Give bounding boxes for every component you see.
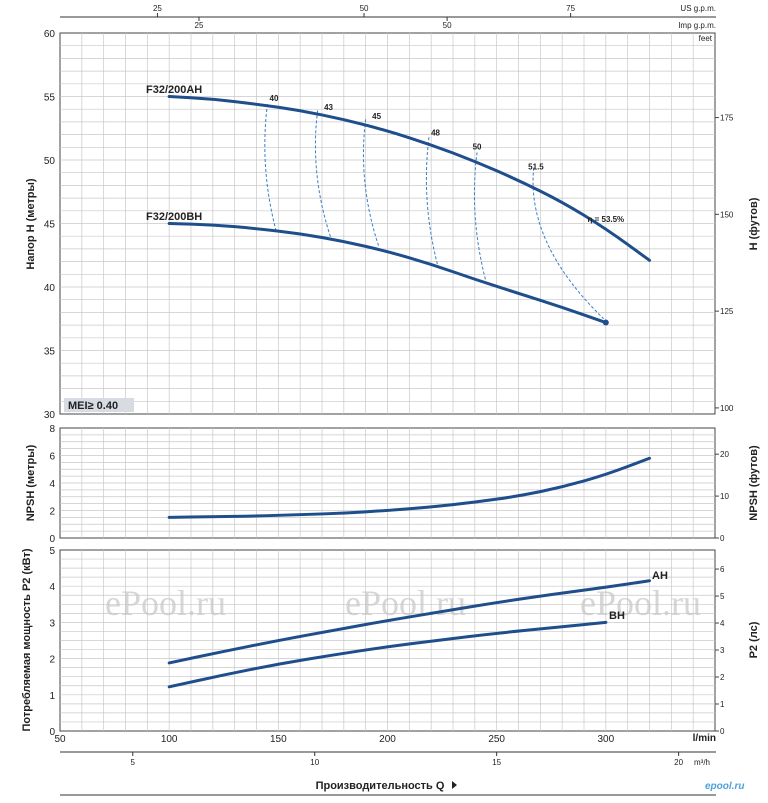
power-y2label: P2 (лс) — [748, 621, 760, 658]
m3h-tick-label: 15 — [492, 758, 501, 767]
mei-badge — [64, 398, 134, 412]
power-hp-tick-label: 5 — [720, 592, 725, 601]
head-feet-tick-label: 175 — [720, 114, 734, 123]
npsh-feet-tick-label: 0 — [720, 534, 725, 543]
power-grid — [60, 550, 715, 731]
efficiency-label: 48 — [431, 128, 440, 137]
efficiency-label: 51.5 — [528, 163, 544, 172]
npsh-tick-label: 2 — [49, 507, 55, 518]
power-hp-tick-label: 2 — [720, 673, 725, 682]
power-curve-ah — [167, 579, 651, 665]
npsh-tick-label: 4 — [49, 479, 55, 490]
head-tick-label: 40 — [44, 283, 56, 294]
power-tick-label: 2 — [49, 655, 55, 666]
us-gpm-unit: US g.p.m. — [680, 4, 716, 13]
power-hp-tick-label: 6 — [720, 565, 725, 574]
x-main-ticks: 50 100 150 200 250 300 — [54, 734, 614, 745]
head-curve-bh — [167, 222, 608, 325]
efficiency-label: η = 53.5% — [587, 215, 624, 224]
efficiency-label: 50 — [473, 142, 482, 151]
npsh-tick-label: 6 — [49, 452, 55, 463]
curve-label-ah-power: AH — [652, 570, 668, 582]
npsh-curve — [167, 456, 651, 519]
efficiency-label: 40 — [270, 94, 279, 103]
head-curve-bh-endpoint — [602, 319, 609, 326]
efficiency-label: 43 — [324, 103, 333, 112]
npsh-feet-tick-label: 20 — [720, 450, 729, 459]
head-tick-label: 50 — [44, 156, 56, 167]
head-ticks: 30 35 40 45 50 55 60 100 125 150 175 — [44, 29, 734, 421]
npsh-y2label: NPSH (футов) — [748, 445, 760, 521]
head-grid — [60, 33, 715, 414]
us-tick-label: 50 — [360, 4, 369, 13]
npsh-tick-label: 8 — [49, 424, 55, 435]
power-tick-label: 4 — [49, 582, 55, 593]
x-axis-title: Производительность Q — [316, 780, 445, 792]
power-curve-bh — [167, 620, 608, 689]
head-tick-label: 30 — [44, 410, 56, 421]
x-unit-lmin: l/min — [693, 733, 716, 744]
m3h-tick-label: 10 — [310, 758, 319, 767]
power-tick-label: 1 — [49, 691, 55, 702]
power-hp-tick-label: 1 — [720, 700, 725, 709]
power-tick-label: 3 — [49, 618, 55, 629]
imp-tick-label: 50 — [443, 21, 452, 30]
watermark-3: ePool.ru — [580, 583, 701, 623]
us-tick-label: 25 — [153, 4, 162, 13]
npsh-feet-tick-label: 10 — [720, 492, 729, 501]
efficiency-labels: 40 43 45 48 50 51.5 η = 53.5% — [270, 94, 625, 224]
head-feet-tick-label: 150 — [720, 210, 734, 219]
npsh-ticks: 0 2 4 6 8 0 10 20 — [49, 424, 729, 545]
power-hp-tick-label: 3 — [720, 646, 725, 655]
x-tick-label: 100 — [161, 734, 178, 745]
us-tick-label: 75 — [566, 4, 575, 13]
head-curve-ah — [167, 95, 651, 262]
x-tick-label: 300 — [597, 734, 614, 745]
curve-label-bh-head: F32/200BH — [146, 211, 202, 223]
x-tick-label: 200 — [379, 734, 396, 745]
head-tick-label: 55 — [44, 93, 56, 104]
imp-tick-label: 25 — [195, 21, 204, 30]
power-ylabel: Потребляемая мощность P2 (кВт) — [21, 548, 33, 731]
head-tick-label: 60 — [44, 29, 56, 40]
x-tick-label: 150 — [270, 734, 287, 745]
head-feet-tick-label: 125 — [720, 307, 734, 316]
logo: epool.ru — [705, 781, 744, 792]
curve-label-bh-power: BH — [609, 610, 625, 622]
x-axis-arrow-icon — [452, 781, 457, 789]
feet-unit: feet — [699, 34, 713, 43]
head-tick-label: 45 — [44, 220, 56, 231]
x-unit-m3h: m³/h — [694, 758, 710, 767]
power-tick-label: 0 — [49, 727, 55, 738]
watermark-1: ePool.ru — [105, 583, 226, 623]
power-tick-label: 5 — [49, 546, 55, 557]
head-ylabel: Напор H (метры) — [25, 178, 37, 269]
imp-gpm-unit: Imp g.p.m. — [678, 21, 716, 30]
x-m3h-ticks: 5 10 15 20 — [131, 752, 684, 767]
npsh-tick-label: 0 — [49, 534, 55, 545]
iso-efficiency-lines — [264, 104, 604, 320]
npsh-grid — [60, 428, 715, 538]
power-hp-tick-label: 0 — [720, 727, 725, 736]
top-flow-scales: 25 50 75 25 50 US g.p.m. Imp g.p.m. — [60, 4, 716, 30]
head-tick-label: 35 — [44, 347, 56, 358]
x-tick-label: 250 — [488, 734, 505, 745]
efficiency-label: 45 — [372, 112, 381, 121]
head-y2label: H (футов) — [748, 197, 760, 250]
power-ticks: 0 1 2 3 4 5 0 1 2 3 4 5 6 — [49, 546, 725, 738]
npsh-ylabel: NPSH (метры) — [25, 444, 37, 521]
watermark-group: ePool.ru ePool.ru ePool.ru — [105, 583, 701, 623]
head-feet-tick-label: 100 — [720, 404, 734, 413]
curve-label-ah-head: F32/200AH — [146, 84, 202, 96]
curves — [167, 95, 651, 689]
mei-label: MEI≥ 0.40 — [68, 400, 118, 412]
iso-efficiency-line — [532, 167, 604, 320]
x-tick-label: 50 — [54, 734, 66, 745]
m3h-tick-label: 5 — [131, 758, 136, 767]
m3h-tick-label: 20 — [674, 758, 683, 767]
power-hp-tick-label: 4 — [720, 619, 725, 628]
